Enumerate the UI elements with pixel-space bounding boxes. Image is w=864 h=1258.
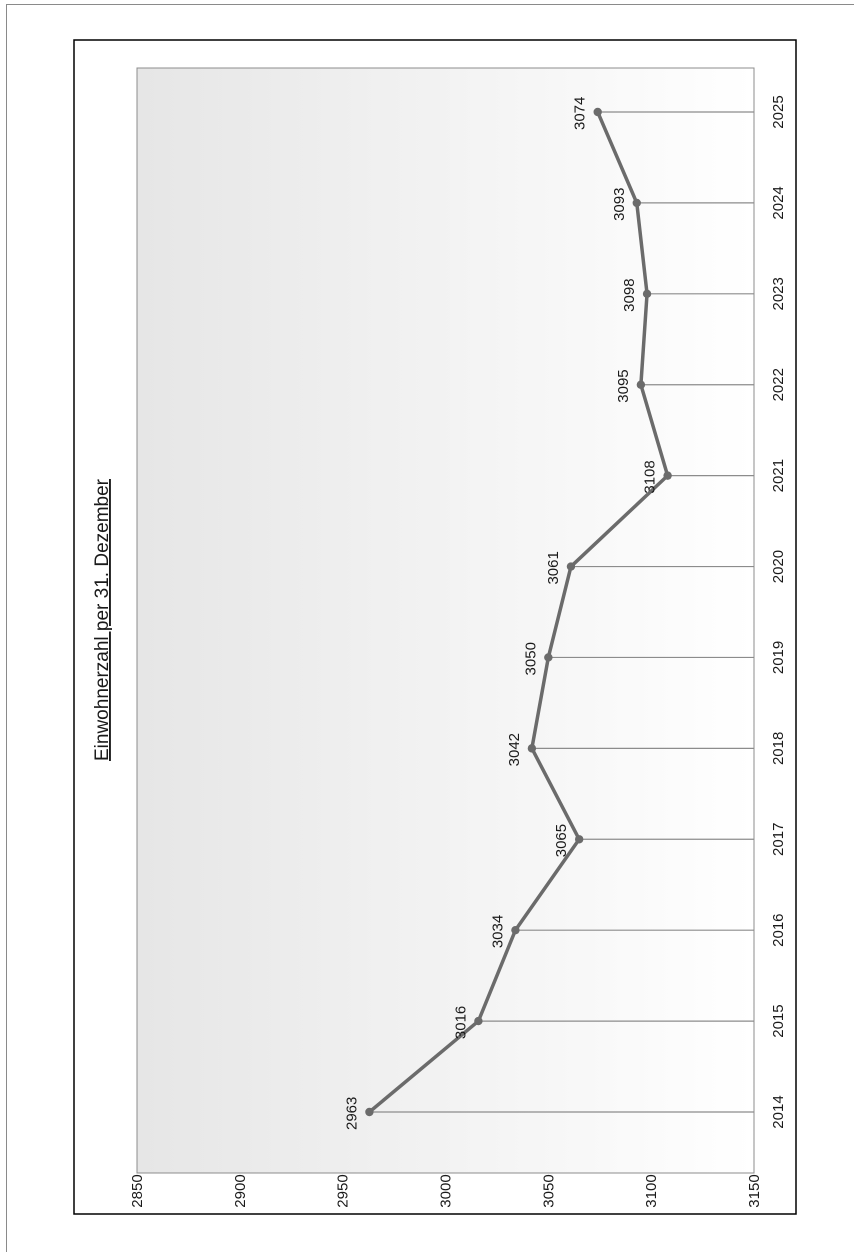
x-tick-label-2016: 2016 [770,913,787,946]
x-tick-label-2018: 2018 [770,732,787,765]
y-tick-label-2900: 2900 [232,1174,249,1207]
data-label-2017: 3065 [553,824,570,857]
y-tick-label-3050: 3050 [540,1174,557,1207]
data-label-2015: 3016 [452,1006,469,1039]
y-tick-label-2850: 2850 [129,1174,146,1207]
x-tick-label-2021: 2021 [770,459,787,492]
x-tick-label-2017: 2017 [770,823,787,856]
chart-title: Einwohnerzahl per 31. Dezember [92,478,113,761]
data-label-2016: 3034 [489,915,506,948]
data-label-2020: 3061 [545,551,562,584]
data-label-2024: 3093 [611,188,628,221]
x-tick-label-2022: 2022 [770,368,787,401]
data-point-2015 [474,1017,482,1025]
x-tick-label-2025: 2025 [770,95,787,128]
x-tick-label-2019: 2019 [770,641,787,674]
plot-area [137,68,754,1173]
data-point-2019 [544,653,552,661]
x-tick-label-2024: 2024 [770,186,787,219]
data-point-2025 [593,108,601,116]
y-tick-label-3100: 3100 [643,1174,660,1207]
data-point-2017 [575,835,583,843]
data-point-2014 [365,1108,373,1116]
data-point-2023 [643,290,651,298]
data-label-2019: 3050 [522,642,539,675]
data-point-2016 [511,926,519,934]
data-point-2018 [528,744,536,752]
data-label-2018: 3042 [506,733,523,766]
data-label-2021: 3108 [642,460,659,493]
y-tick-label-3150: 3150 [746,1174,763,1207]
data-point-2021 [663,471,671,479]
data-label-2022: 3095 [615,369,632,402]
data-label-2025: 3074 [572,97,589,130]
data-label-2023: 3098 [621,278,638,311]
data-point-2020 [567,562,575,570]
data-label-2014: 2963 [343,1097,360,1130]
y-tick-label-2950: 2950 [335,1174,352,1207]
x-tick-label-2015: 2015 [770,1004,787,1037]
data-point-2024 [633,199,641,207]
x-tick-label-2020: 2020 [770,550,787,583]
x-tick-label-2014: 2014 [770,1095,787,1128]
x-tick-label-2023: 2023 [770,277,787,310]
data-point-2022 [637,381,645,389]
y-tick-label-3000: 3000 [438,1174,455,1207]
